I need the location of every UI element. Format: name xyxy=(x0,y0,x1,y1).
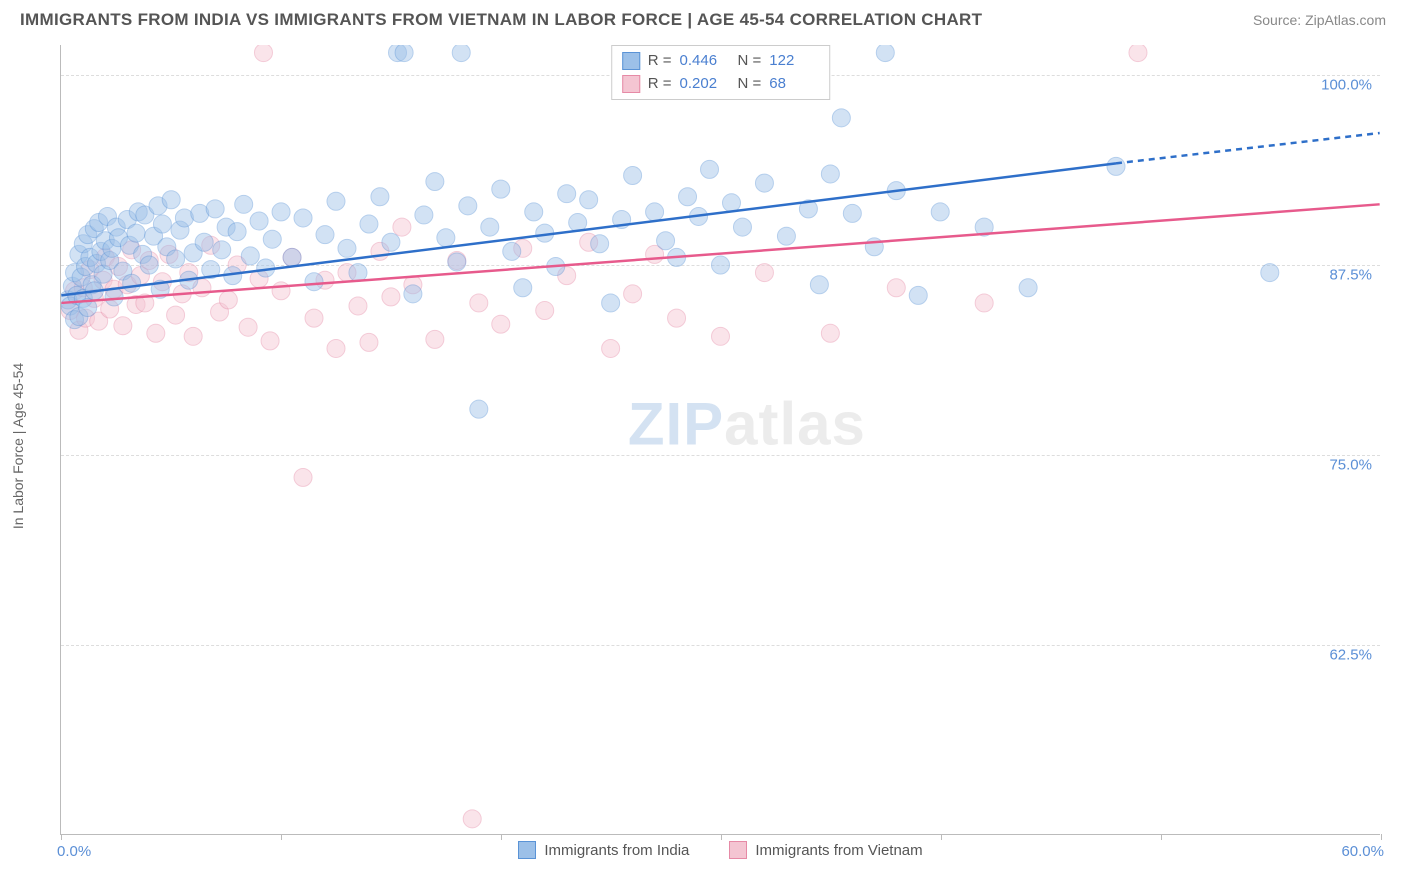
header-row: IMMIGRANTS FROM INDIA VS IMMIGRANTS FROM… xyxy=(0,0,1406,36)
correlation-legend: R = 0.446 N = 122 R = 0.202 N = 68 xyxy=(611,45,831,100)
legend-item-vietnam: Immigrants from Vietnam xyxy=(729,841,922,859)
x-tick xyxy=(281,834,282,840)
x-axis-start-label: 0.0% xyxy=(57,843,91,860)
chart-plot-area: ZIPatlas R = 0.446 N = 122 R = 0.202 N =… xyxy=(60,45,1380,835)
n-value-india: 122 xyxy=(769,50,819,73)
r-value-india: 0.446 xyxy=(680,50,730,73)
scatter-svg xyxy=(61,45,1380,834)
legend-label-vietnam: Immigrants from Vietnam xyxy=(755,842,922,859)
x-tick xyxy=(941,834,942,840)
swatch-vietnam-icon xyxy=(729,841,747,859)
x-tick xyxy=(721,834,722,840)
x-tick xyxy=(1161,834,1162,840)
x-tick xyxy=(501,834,502,840)
legend-label-india: Immigrants from India xyxy=(544,842,689,859)
x-tick xyxy=(1381,834,1382,840)
swatch-india-icon xyxy=(518,841,536,859)
x-tick xyxy=(61,834,62,840)
n-value-vietnam: 68 xyxy=(769,73,819,96)
legend-row-india: R = 0.446 N = 122 xyxy=(622,50,820,73)
source-attribution: Source: ZipAtlas.com xyxy=(1253,12,1386,28)
legend-item-india: Immigrants from India xyxy=(518,841,689,859)
swatch-india xyxy=(622,52,640,70)
chart-title: IMMIGRANTS FROM INDIA VS IMMIGRANTS FROM… xyxy=(20,10,982,30)
swatch-vietnam xyxy=(622,75,640,93)
legend-row-vietnam: R = 0.202 N = 68 xyxy=(622,73,820,96)
y-axis-title: In Labor Force | Age 45-54 xyxy=(10,363,26,529)
r-value-vietnam: 0.202 xyxy=(680,73,730,96)
x-axis-end-label: 60.0% xyxy=(1341,843,1384,860)
